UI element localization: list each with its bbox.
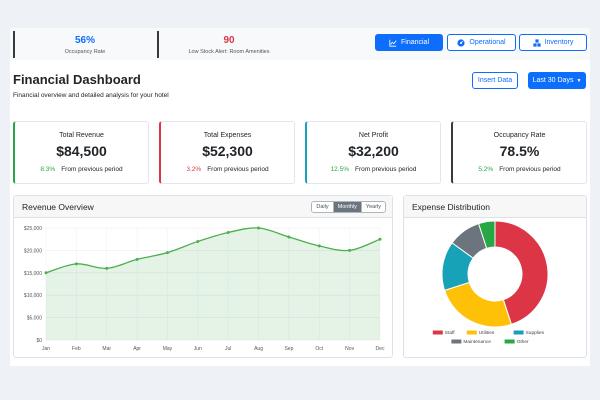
kpi-title: Total Expenses	[203, 132, 252, 139]
legend-swatch	[451, 339, 462, 344]
kpi-change: 8.3%	[40, 166, 56, 173]
legend-swatch	[466, 330, 477, 335]
revenue-point	[317, 244, 321, 248]
x-tick-label: Nov	[345, 346, 354, 352]
low-stock-mini-label: Low Stock Alert: Room Amenities	[188, 49, 270, 55]
x-tick-label: Apr	[133, 346, 141, 352]
kpi-change-label: From previous period	[499, 166, 561, 173]
donut-slice-other	[477, 220, 496, 249]
period-toggle: Daily Monthly Yearly	[311, 201, 386, 213]
low-stock-mini-stat: 90 Low Stock Alert: Room Amenities	[157, 31, 299, 58]
revenue-point	[165, 251, 169, 255]
legend-label: Supplies	[526, 330, 545, 336]
revenue-point	[257, 226, 261, 230]
y-tick-label: $5,000	[27, 316, 43, 322]
revenue-card-header: Revenue Overview Daily Monthly Yearly	[14, 196, 392, 218]
expense-donut-chart: Staff Utilities Supplies Maintenance Other	[432, 220, 549, 345]
tab-financial[interactable]: Financial	[375, 34, 443, 51]
low-stock-mini-value: 90	[223, 35, 235, 46]
donut-slice-staff	[494, 220, 549, 326]
revenue-card-title: Revenue Overview	[22, 201, 94, 212]
occupancy-mini-label: Occupancy Rate	[64, 49, 106, 55]
kpi-card-total-revenue: Total Revenue $84,500 8.3% From previous …	[13, 121, 149, 184]
date-range-label: Last 30 Days	[532, 77, 574, 84]
x-tick-label: Jul	[225, 346, 231, 352]
x-tick-label: May	[163, 346, 173, 352]
kpi-card-net-profit: Net Profit $32,200 12.5% From previous pe…	[305, 121, 441, 184]
revenue-point	[196, 239, 200, 243]
x-tick-label: Oct	[315, 346, 323, 352]
revenue-point	[105, 266, 109, 270]
kpi-change: 5.2%	[478, 166, 494, 173]
y-tick-label: $0	[36, 338, 42, 344]
legend-swatch	[513, 330, 524, 335]
y-tick-label: $20,000	[24, 248, 42, 254]
revenue-point	[74, 262, 78, 266]
kpi-change: 12.5%	[330, 166, 349, 173]
revenue-point	[44, 271, 48, 275]
caret-down-icon: ▼	[576, 77, 582, 84]
legend-label: Staff	[445, 330, 455, 336]
chart-line-icon	[389, 39, 397, 47]
y-tick-label: $10,000	[24, 293, 42, 299]
y-tick-label: $25,000	[24, 226, 42, 232]
page-subtitle: Financial overview and detailed analysis…	[13, 92, 169, 99]
tab-financial-label: Financial	[400, 39, 429, 46]
x-tick-label: Feb	[72, 346, 81, 352]
kpi-change-label: From previous period	[61, 166, 123, 173]
revenue-point	[378, 237, 382, 241]
period-yearly-button[interactable]: Yearly	[360, 202, 385, 212]
kpi-title: Occupancy Rate	[493, 132, 546, 139]
x-tick-label: Sep	[284, 346, 293, 352]
revenue-point	[287, 235, 291, 239]
legend-label: Maintenance	[463, 339, 491, 345]
boxes-icon	[532, 38, 541, 47]
tab-operational[interactable]: Operational	[447, 34, 516, 51]
kpi-value: $52,300	[202, 143, 253, 159]
kpi-change-label: From previous period	[355, 166, 417, 173]
x-tick-label: Jun	[194, 346, 202, 352]
revenue-overview-card: Revenue Overview Daily Monthly Yearly $0…	[13, 195, 393, 358]
expense-distribution-card: Expense Distribution Staff Utilities Suppl…	[403, 195, 587, 358]
gauge-icon	[457, 38, 465, 47]
expense-card-title: Expense Distribution	[412, 201, 490, 212]
period-daily-button[interactable]: Daily	[312, 202, 333, 212]
kpi-card-total-expenses: Total Expenses $52,300 3.2% From previous…	[159, 121, 295, 184]
x-tick-label: Aug	[254, 346, 263, 352]
tab-inventory[interactable]: Inventory	[519, 34, 587, 51]
page-title: Financial Dashboard	[13, 72, 141, 87]
legend-label: Utilities	[479, 330, 495, 336]
kpi-value: 78.5%	[499, 143, 540, 159]
revenue-point	[135, 257, 139, 261]
kpi-title: Total Revenue	[59, 132, 104, 139]
kpi-change: 3.2%	[186, 166, 202, 173]
tab-inventory-label: Inventory	[544, 39, 574, 46]
revenue-point	[348, 248, 352, 252]
legend-swatch	[432, 330, 443, 335]
occupancy-mini-stat: 56% Occupancy Rate	[13, 31, 155, 58]
y-tick-label: $15,000	[24, 271, 42, 277]
donut-slice-utilities	[443, 281, 513, 328]
period-monthly-button[interactable]: Monthly	[332, 202, 361, 212]
kpi-value: $84,500	[56, 143, 107, 159]
kpi-value: $32,200	[348, 143, 399, 159]
date-range-dropdown[interactable]: Last 30 Days ▼	[528, 72, 586, 89]
occupancy-mini-value: 56%	[74, 35, 95, 46]
revenue-point	[226, 230, 230, 234]
kpi-change-label: From previous period	[207, 166, 269, 173]
revenue-series-line	[45, 227, 381, 274]
tab-operational-label: Operational	[469, 39, 506, 46]
legend-label: Other	[517, 339, 529, 345]
kpi-card-occupancy-rate: Occupancy Rate 78.5% 5.2% From previous p…	[451, 121, 587, 184]
x-tick-label: Dec	[376, 346, 385, 352]
x-tick-label: Mar	[102, 346, 111, 352]
insert-data-button[interactable]: Insert Data	[472, 72, 518, 89]
revenue-area-chart: $0 $5,000 $10,000 $15,000 $20,000 $25,000 Jan F…	[24, 226, 385, 352]
revenue-area-fill	[46, 227, 380, 340]
kpi-title: Net Profit	[358, 132, 389, 139]
expense-card-header: Expense Distribution	[404, 196, 586, 218]
x-tick-label: Jan	[42, 346, 50, 352]
legend-swatch	[504, 339, 515, 344]
